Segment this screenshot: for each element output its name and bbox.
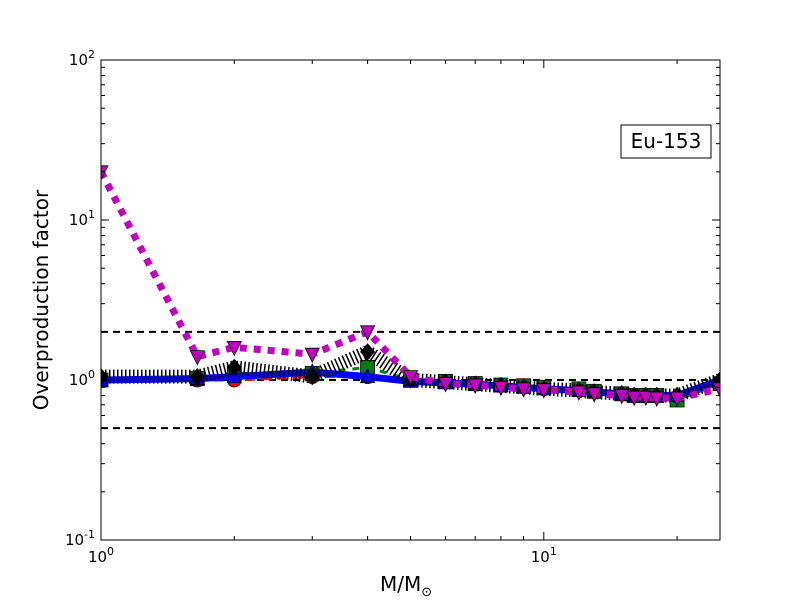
- x-axis-label-main: M/M: [380, 572, 421, 596]
- plot-area: [101, 60, 720, 540]
- x-axis-label: M/M⊙: [380, 572, 432, 600]
- series-4-marker-0: [101, 165, 109, 181]
- x-tick-label-1: 101: [531, 545, 557, 566]
- series-4-marker-7: [467, 378, 483, 394]
- series-3-marker-3: [304, 368, 320, 386]
- series-4-marker-2: [226, 340, 242, 357]
- series-3-marker-1: [189, 368, 205, 386]
- series-4-marker-9: [515, 382, 532, 398]
- series-4-marker-12: [586, 387, 602, 403]
- y-tick-exp-0: -1: [84, 528, 95, 541]
- series-4-marker-8: [493, 380, 509, 397]
- x-tick-base-0: 10: [88, 548, 107, 566]
- y-tick-base-2: 10: [69, 211, 88, 229]
- y-axis-label: Overproduction factor: [29, 189, 53, 410]
- series-4-marker-6: [437, 377, 454, 393]
- series-2-marker-4: [359, 367, 376, 384]
- series-4-marker-14: [626, 390, 642, 407]
- y-tick-label-2: 101: [69, 208, 95, 229]
- series-3-marker-4: [360, 343, 376, 361]
- x-axis-label-subscript: ⊙: [421, 585, 432, 600]
- y-tick-label-0: 10-1: [65, 528, 95, 549]
- annotation-box: Eu-153: [620, 124, 712, 159]
- series-4-marker-18: [712, 382, 720, 398]
- series-3-marker-2: [226, 358, 242, 376]
- y-tick-base-0: 10: [65, 531, 84, 549]
- series-4-marker-11: [571, 385, 587, 402]
- series-3-marker-0: [101, 368, 109, 386]
- annotation-label: Eu-153: [631, 129, 702, 153]
- y-tick-exp-3: 2: [88, 48, 95, 61]
- x-tick-label-0: 100: [88, 545, 114, 566]
- series-4-marker-4: [359, 325, 376, 341]
- series-4-marker-10: [536, 383, 552, 399]
- annotation-frame: [620, 124, 712, 159]
- y-tick-base-1: 10: [69, 371, 88, 389]
- y-tick-label-1: 100: [69, 368, 95, 389]
- x-tick-exp-1: 1: [550, 545, 557, 558]
- y-tick-base-3: 10: [69, 51, 88, 69]
- y-tick-exp-2: 1: [88, 208, 95, 221]
- series-4-marker-17: [669, 391, 685, 408]
- series-4-marker-5: [402, 370, 419, 386]
- series-4-marker-13: [614, 389, 630, 405]
- series-layer: [101, 165, 720, 408]
- series-4: [101, 165, 720, 408]
- y-tick-label-3: 102: [69, 48, 95, 69]
- y-tick-exp-1: 0: [88, 368, 95, 381]
- x-tick-base-1: 10: [531, 548, 550, 566]
- series-4-marker-3: [304, 347, 320, 364]
- series-4-marker-15: [638, 390, 654, 407]
- series-4-marker-16: [649, 391, 665, 408]
- series-4-marker-1: [189, 350, 205, 366]
- x-tick-exp-0: 0: [107, 545, 114, 558]
